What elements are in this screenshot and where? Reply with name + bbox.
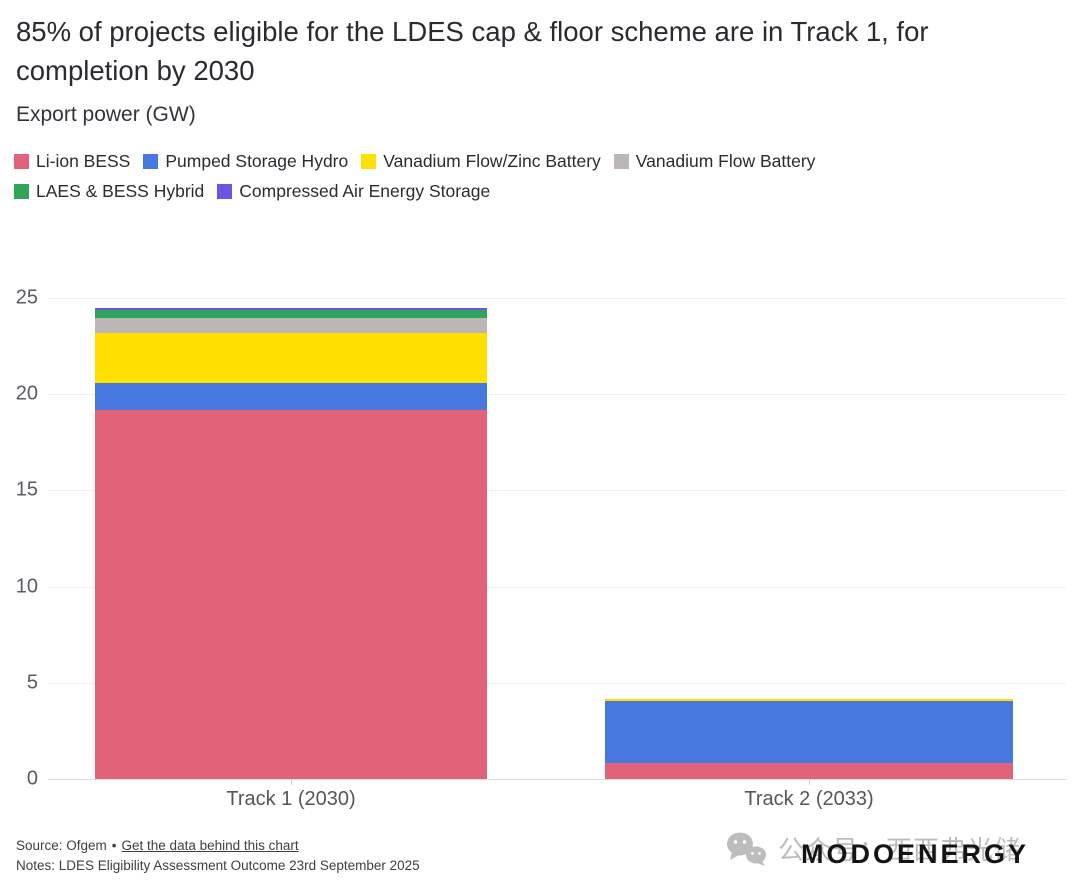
legend-label: Vanadium Flow/Zinc Battery — [383, 151, 601, 171]
wechat-watermark: 公众号：西西弗光储 — [725, 830, 1021, 867]
legend-label: Pumped Storage Hydro — [165, 151, 349, 171]
legend-label: LAES & BESS Hybrid — [36, 181, 205, 201]
brand-logo: MODOENERGY — [801, 839, 1030, 869]
bar-2 — [605, 699, 1013, 779]
legend-swatch — [14, 184, 29, 199]
legend-swatch — [217, 184, 233, 199]
legend-swatch — [14, 154, 29, 169]
legend-item-vanadium-flow-battery[interactable]: Vanadium Flow Battery — [613, 151, 816, 172]
gridline-y15 — [48, 490, 1066, 492]
wechat-watermark-text: 公众号：西西弗光储 — [778, 835, 1022, 865]
legend-swatch — [613, 154, 629, 169]
x-axis-tick-2 — [809, 779, 810, 785]
source-text: Source: Ofgem — [16, 838, 107, 853]
legend-item-vanadium-flow-zinc-battery[interactable]: Vanadium Flow/Zinc Battery — [361, 151, 601, 172]
notes-text: Notes: LDES Eligibility Assessment Outco… — [16, 858, 420, 873]
x-axis-tick-1 — [291, 779, 292, 785]
legend-label: Vanadium Flow Battery — [635, 151, 816, 171]
bar-1 — [95, 307, 487, 779]
bar-segment-pumped-storage-hydro — [605, 701, 1013, 763]
wechat-icon — [725, 831, 769, 867]
legend-label: Compressed Air Energy Storage — [239, 181, 491, 201]
legend-item-li-ion-bess[interactable]: Li-ion BESS — [14, 151, 130, 172]
bar-segment-vanadium-flow-zinc-battery — [605, 699, 1013, 702]
gridline-y0 — [48, 779, 1066, 780]
legend-swatch — [143, 154, 159, 169]
source-separator: • — [111, 838, 117, 853]
chart-subtitle: Export power (GW) — [16, 103, 196, 126]
gridline-y10 — [48, 586, 1066, 588]
plot-area: 0 5 10 15 20 25 Track 1 (2030) Track 2 (2033) — [16, 287, 1066, 810]
bar-segment-compressed-air-energy-storage — [95, 307, 487, 310]
y-axis-label-20: 20 — [15, 382, 38, 405]
y-axis-label-15: 15 — [15, 478, 38, 501]
x-axis-label-1: Track 1 (2030) — [226, 788, 356, 810]
chart-title: 85% of projects eligible for the LDES ca… — [16, 16, 929, 87]
x-axis-label-2: Track 2 (2033) — [744, 788, 874, 810]
bar-segment-li-ion-bess — [605, 762, 1013, 779]
data-link[interactable]: Get the data behind this chart — [121, 838, 299, 853]
gridline-y25 — [48, 298, 1066, 299]
legend-swatch — [361, 154, 377, 169]
legend-item-laes-bess-hybrid[interactable]: LAES & BESS Hybrid — [14, 181, 204, 202]
bar-segment-laes-bess-hybrid — [95, 309, 487, 319]
legend-label: Li-ion BESS — [36, 151, 131, 171]
legend: Li-ion BESS Pumped Storage Hydro Vanadium … — [14, 151, 974, 202]
gridline-y20 — [48, 394, 1066, 396]
bar-segment-pumped-storage-hydro — [95, 382, 487, 410]
y-axis-label-25: 25 — [15, 286, 38, 309]
bar-segment-vanadium-flow-zinc-battery — [95, 332, 487, 383]
y-axis-label-5: 5 — [26, 671, 38, 694]
bar-segment-li-ion-bess — [95, 409, 487, 779]
y-axis-label-0: 0 — [26, 767, 38, 790]
bar-segment-vanadium-flow-battery — [95, 318, 487, 333]
legend-item-compressed-air-energy-storage[interactable]: Compressed Air Energy Storage — [217, 181, 490, 202]
gridline-y5 — [48, 682, 1066, 684]
source-line: Source: Ofgem • Get the data behind this… — [16, 838, 299, 853]
y-axis-label-10: 10 — [15, 575, 38, 598]
legend-item-pumped-storage-hydro[interactable]: Pumped Storage Hydro — [143, 151, 348, 172]
